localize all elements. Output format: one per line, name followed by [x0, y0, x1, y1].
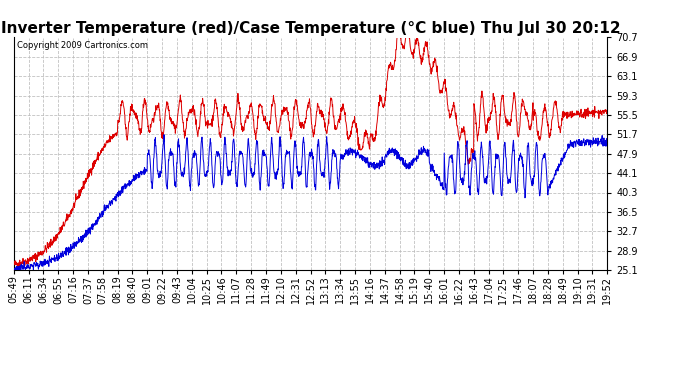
Title: Inverter Temperature (red)/Case Temperature (°C blue) Thu Jul 30 20:12: Inverter Temperature (red)/Case Temperat…: [1, 21, 620, 36]
Text: Copyright 2009 Cartronics.com: Copyright 2009 Cartronics.com: [17, 41, 148, 50]
